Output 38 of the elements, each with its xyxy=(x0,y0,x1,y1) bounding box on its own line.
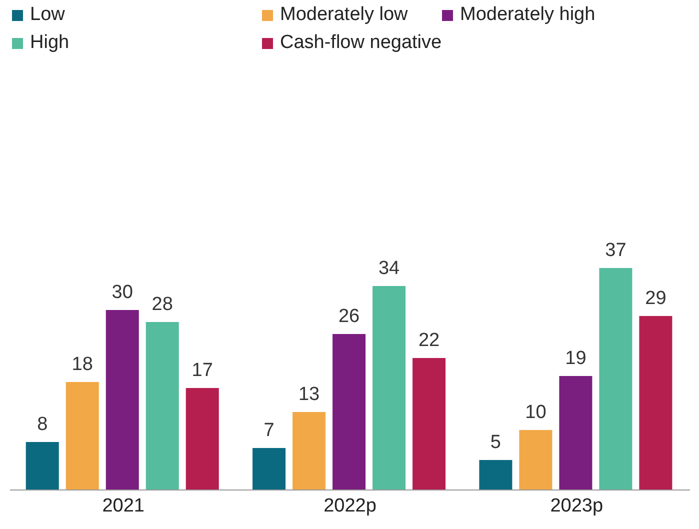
x-tick-label: 2023p xyxy=(550,495,604,516)
legend-label: Cash-flow negative xyxy=(280,32,442,54)
legend-label: Low xyxy=(30,4,65,26)
data-label: 29 xyxy=(645,288,666,309)
data-label: 8 xyxy=(37,414,48,435)
x-tick-label: 2022p xyxy=(324,495,376,516)
data-label: 34 xyxy=(378,258,400,279)
data-label: 26 xyxy=(338,306,360,327)
x-tick-label: 2021 xyxy=(102,495,144,516)
data-label: 10 xyxy=(525,402,546,423)
legend-label: Moderately high xyxy=(460,4,596,26)
bar xyxy=(186,388,219,490)
bar xyxy=(292,412,326,490)
bar xyxy=(479,460,512,490)
bar xyxy=(252,448,286,490)
bar xyxy=(519,430,552,490)
bar xyxy=(372,286,406,490)
bar xyxy=(146,322,179,490)
data-label: 22 xyxy=(418,330,440,351)
data-label: 18 xyxy=(72,354,93,375)
bar xyxy=(412,358,446,490)
data-label: 37 xyxy=(605,240,626,261)
legend-label: High xyxy=(30,32,70,54)
bar xyxy=(559,376,592,490)
legend-label: Moderately low xyxy=(280,4,408,26)
data-label: 28 xyxy=(152,294,173,315)
data-label: 19 xyxy=(565,348,586,369)
bar xyxy=(332,334,366,490)
bar xyxy=(106,310,139,490)
data-label: 17 xyxy=(192,360,213,381)
bar xyxy=(599,268,632,490)
bar xyxy=(26,442,59,490)
bar xyxy=(639,316,672,490)
bar xyxy=(66,382,99,490)
data-label: 30 xyxy=(112,282,133,303)
data-label: 13 xyxy=(298,384,320,405)
data-label: 5 xyxy=(490,432,501,453)
data-label: 7 xyxy=(264,420,274,441)
